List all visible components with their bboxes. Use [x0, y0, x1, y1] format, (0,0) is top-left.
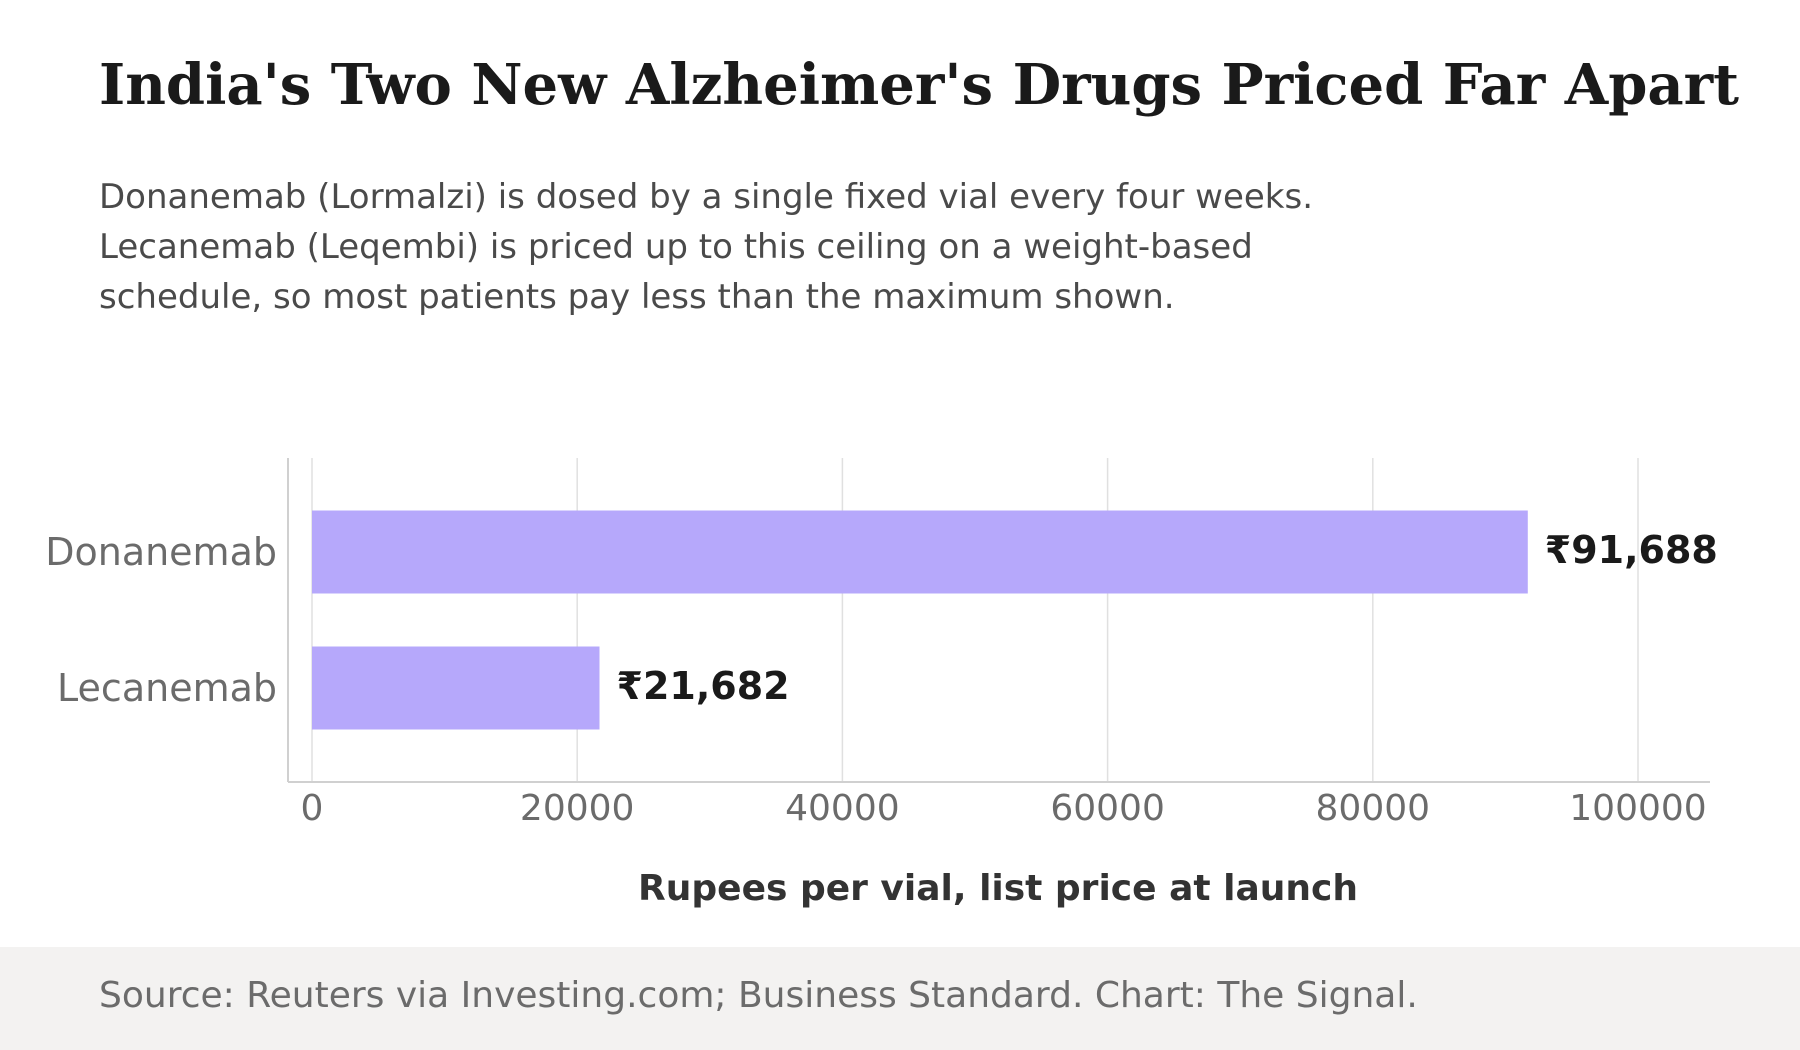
x-tick-label: 100000 [1569, 788, 1706, 829]
chart-title: India's Two New Alzheimer's Drugs Priced… [99, 52, 1740, 118]
bar-value-label: ₹91,688 [1545, 528, 1718, 572]
x-tick-label: 40000 [785, 788, 900, 829]
bars [312, 510, 1528, 730]
x-axis-title: Rupees per vial, list price at launch [638, 868, 1358, 909]
y-category-label: Donanemab [45, 530, 277, 574]
x-tick-label: 20000 [520, 788, 635, 829]
footer-bar [0, 947, 1800, 1050]
subtitle-line: Lecanemab (Leqembi) is priced up to this… [99, 227, 1253, 267]
subtitle-line: schedule, so most patients pay less than… [99, 277, 1175, 317]
axes [287, 458, 1710, 783]
bar-lecanemab [312, 646, 600, 730]
chart-subtitle: Donanemab (Lormalzi) is dosed by a singl… [99, 172, 1499, 322]
gridlines [311, 458, 1639, 782]
bar-chart: 0 20000 40000 60000 80000 100000 Donanemab ₹91,… [45, 458, 1718, 909]
x-tick-label: 80000 [1316, 788, 1431, 829]
source-note: Source: Reuters via Investing.com; Busin… [99, 975, 1418, 1016]
y-category-label: Lecanemab [57, 666, 277, 710]
bar-value-label: ₹21,682 [617, 664, 790, 708]
x-tick-label: 0 [301, 788, 324, 829]
bar-donanemab [312, 510, 1528, 594]
labels: 0 20000 40000 60000 80000 100000 Donanemab ₹91,… [45, 528, 1718, 829]
subtitle-line: Donanemab (Lormalzi) is dosed by a singl… [99, 177, 1314, 217]
x-tick-label: 60000 [1050, 788, 1165, 829]
